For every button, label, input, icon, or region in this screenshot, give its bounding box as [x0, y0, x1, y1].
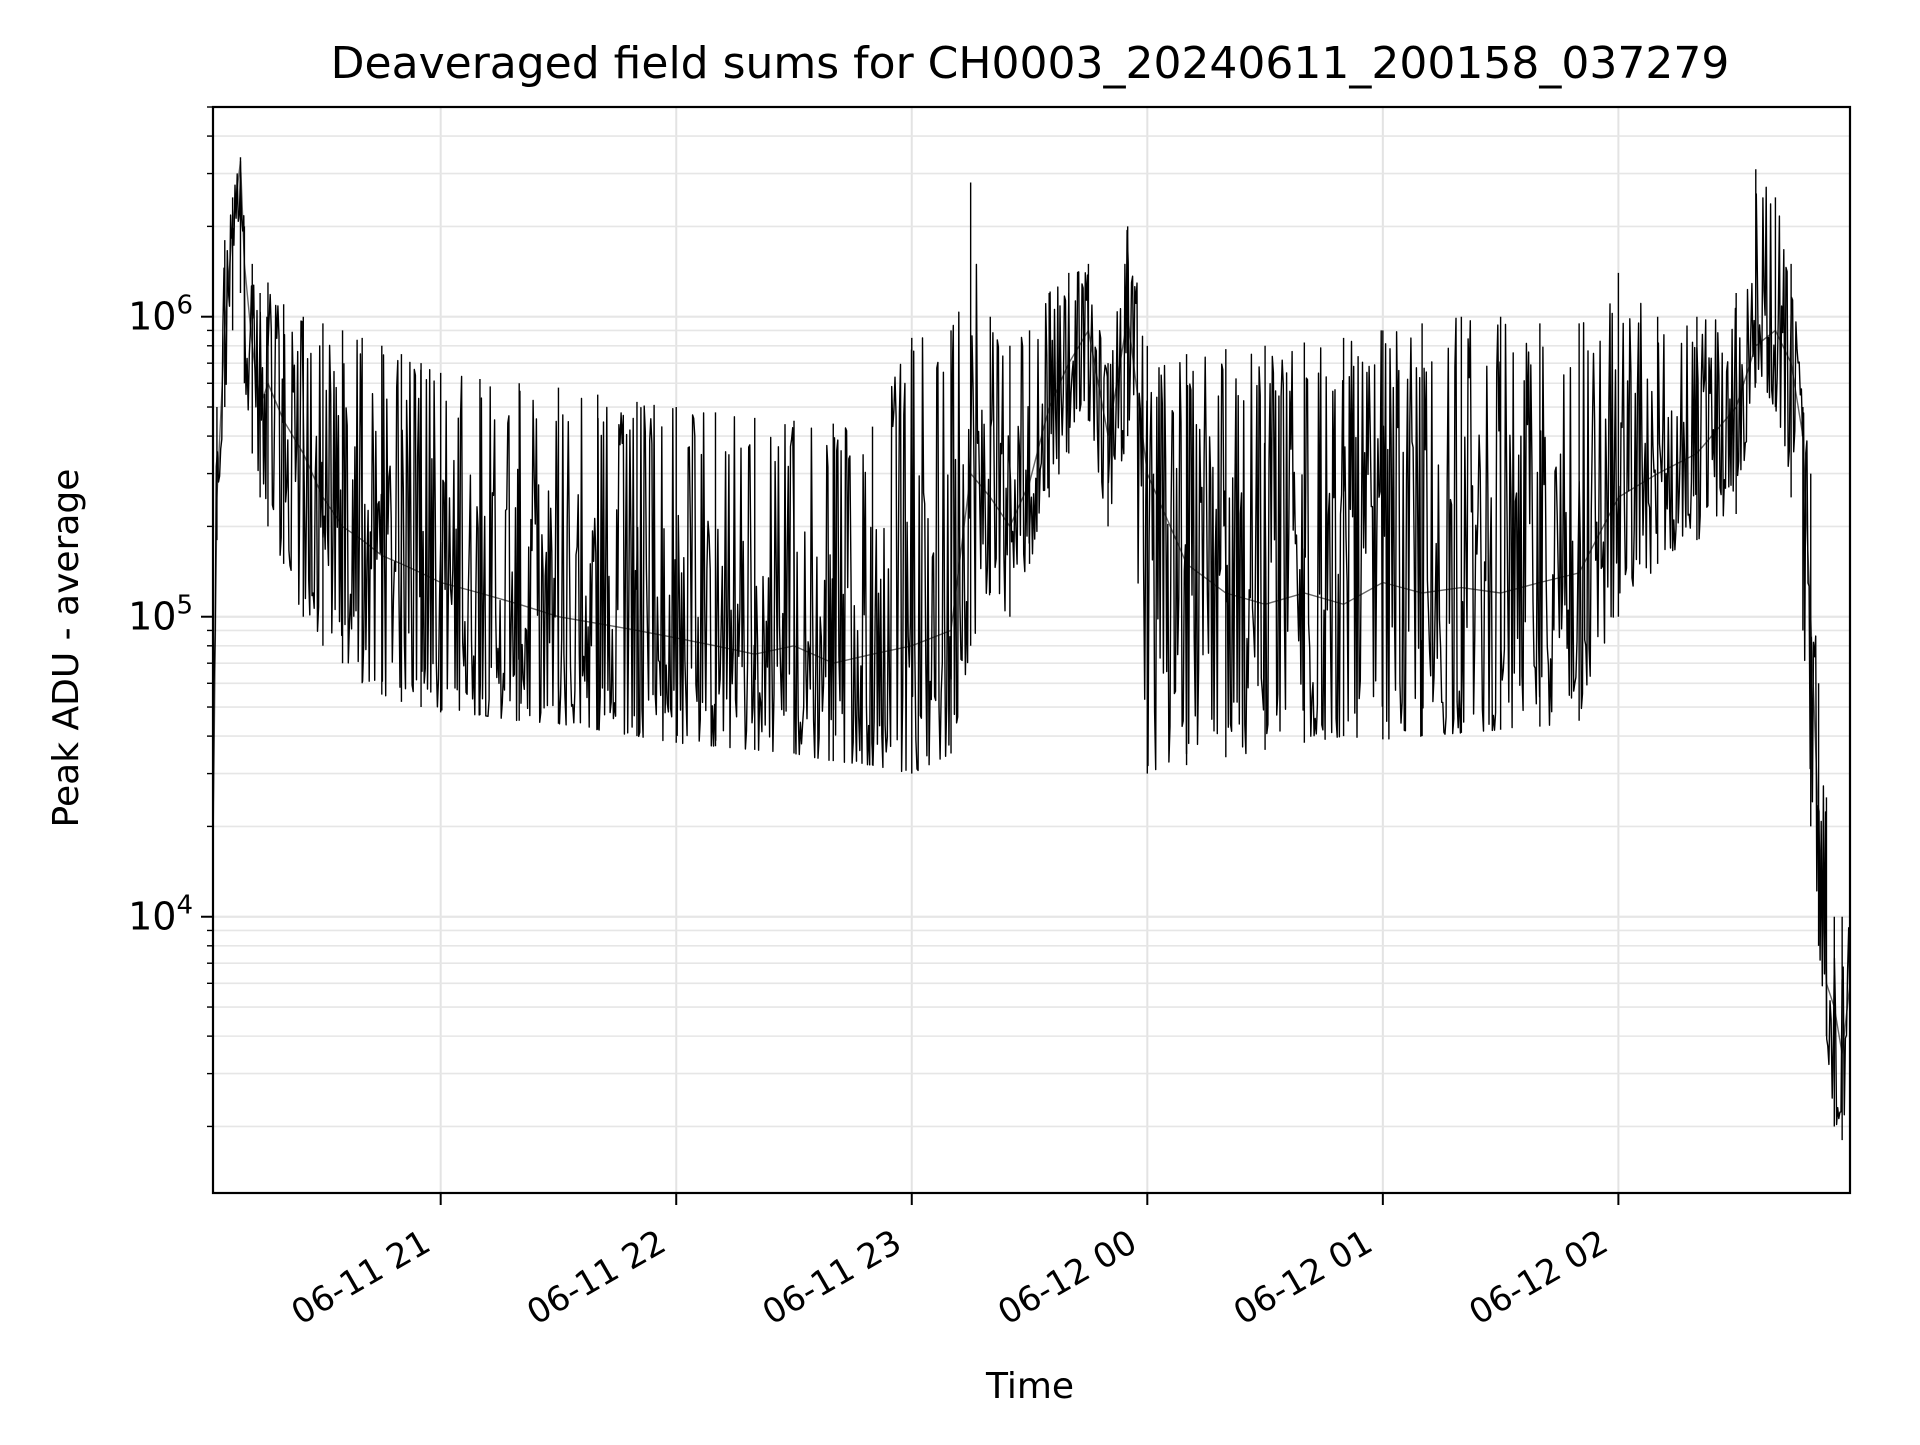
chart-title: Deaveraged field sums for CH0003_2024061…	[331, 38, 1730, 89]
y-tick-label: 105	[128, 591, 193, 639]
plot-area-frame	[211, 105, 1852, 1195]
y-axis-label: Peak ADU - average	[46, 469, 87, 828]
series-noise-trace	[212, 171, 1851, 1126]
y-tick-label: 106	[128, 291, 193, 339]
series-trend-line	[212, 161, 1851, 1054]
x-axis-label: Time	[985, 1366, 1074, 1407]
y-tick-label: 104	[128, 891, 193, 939]
